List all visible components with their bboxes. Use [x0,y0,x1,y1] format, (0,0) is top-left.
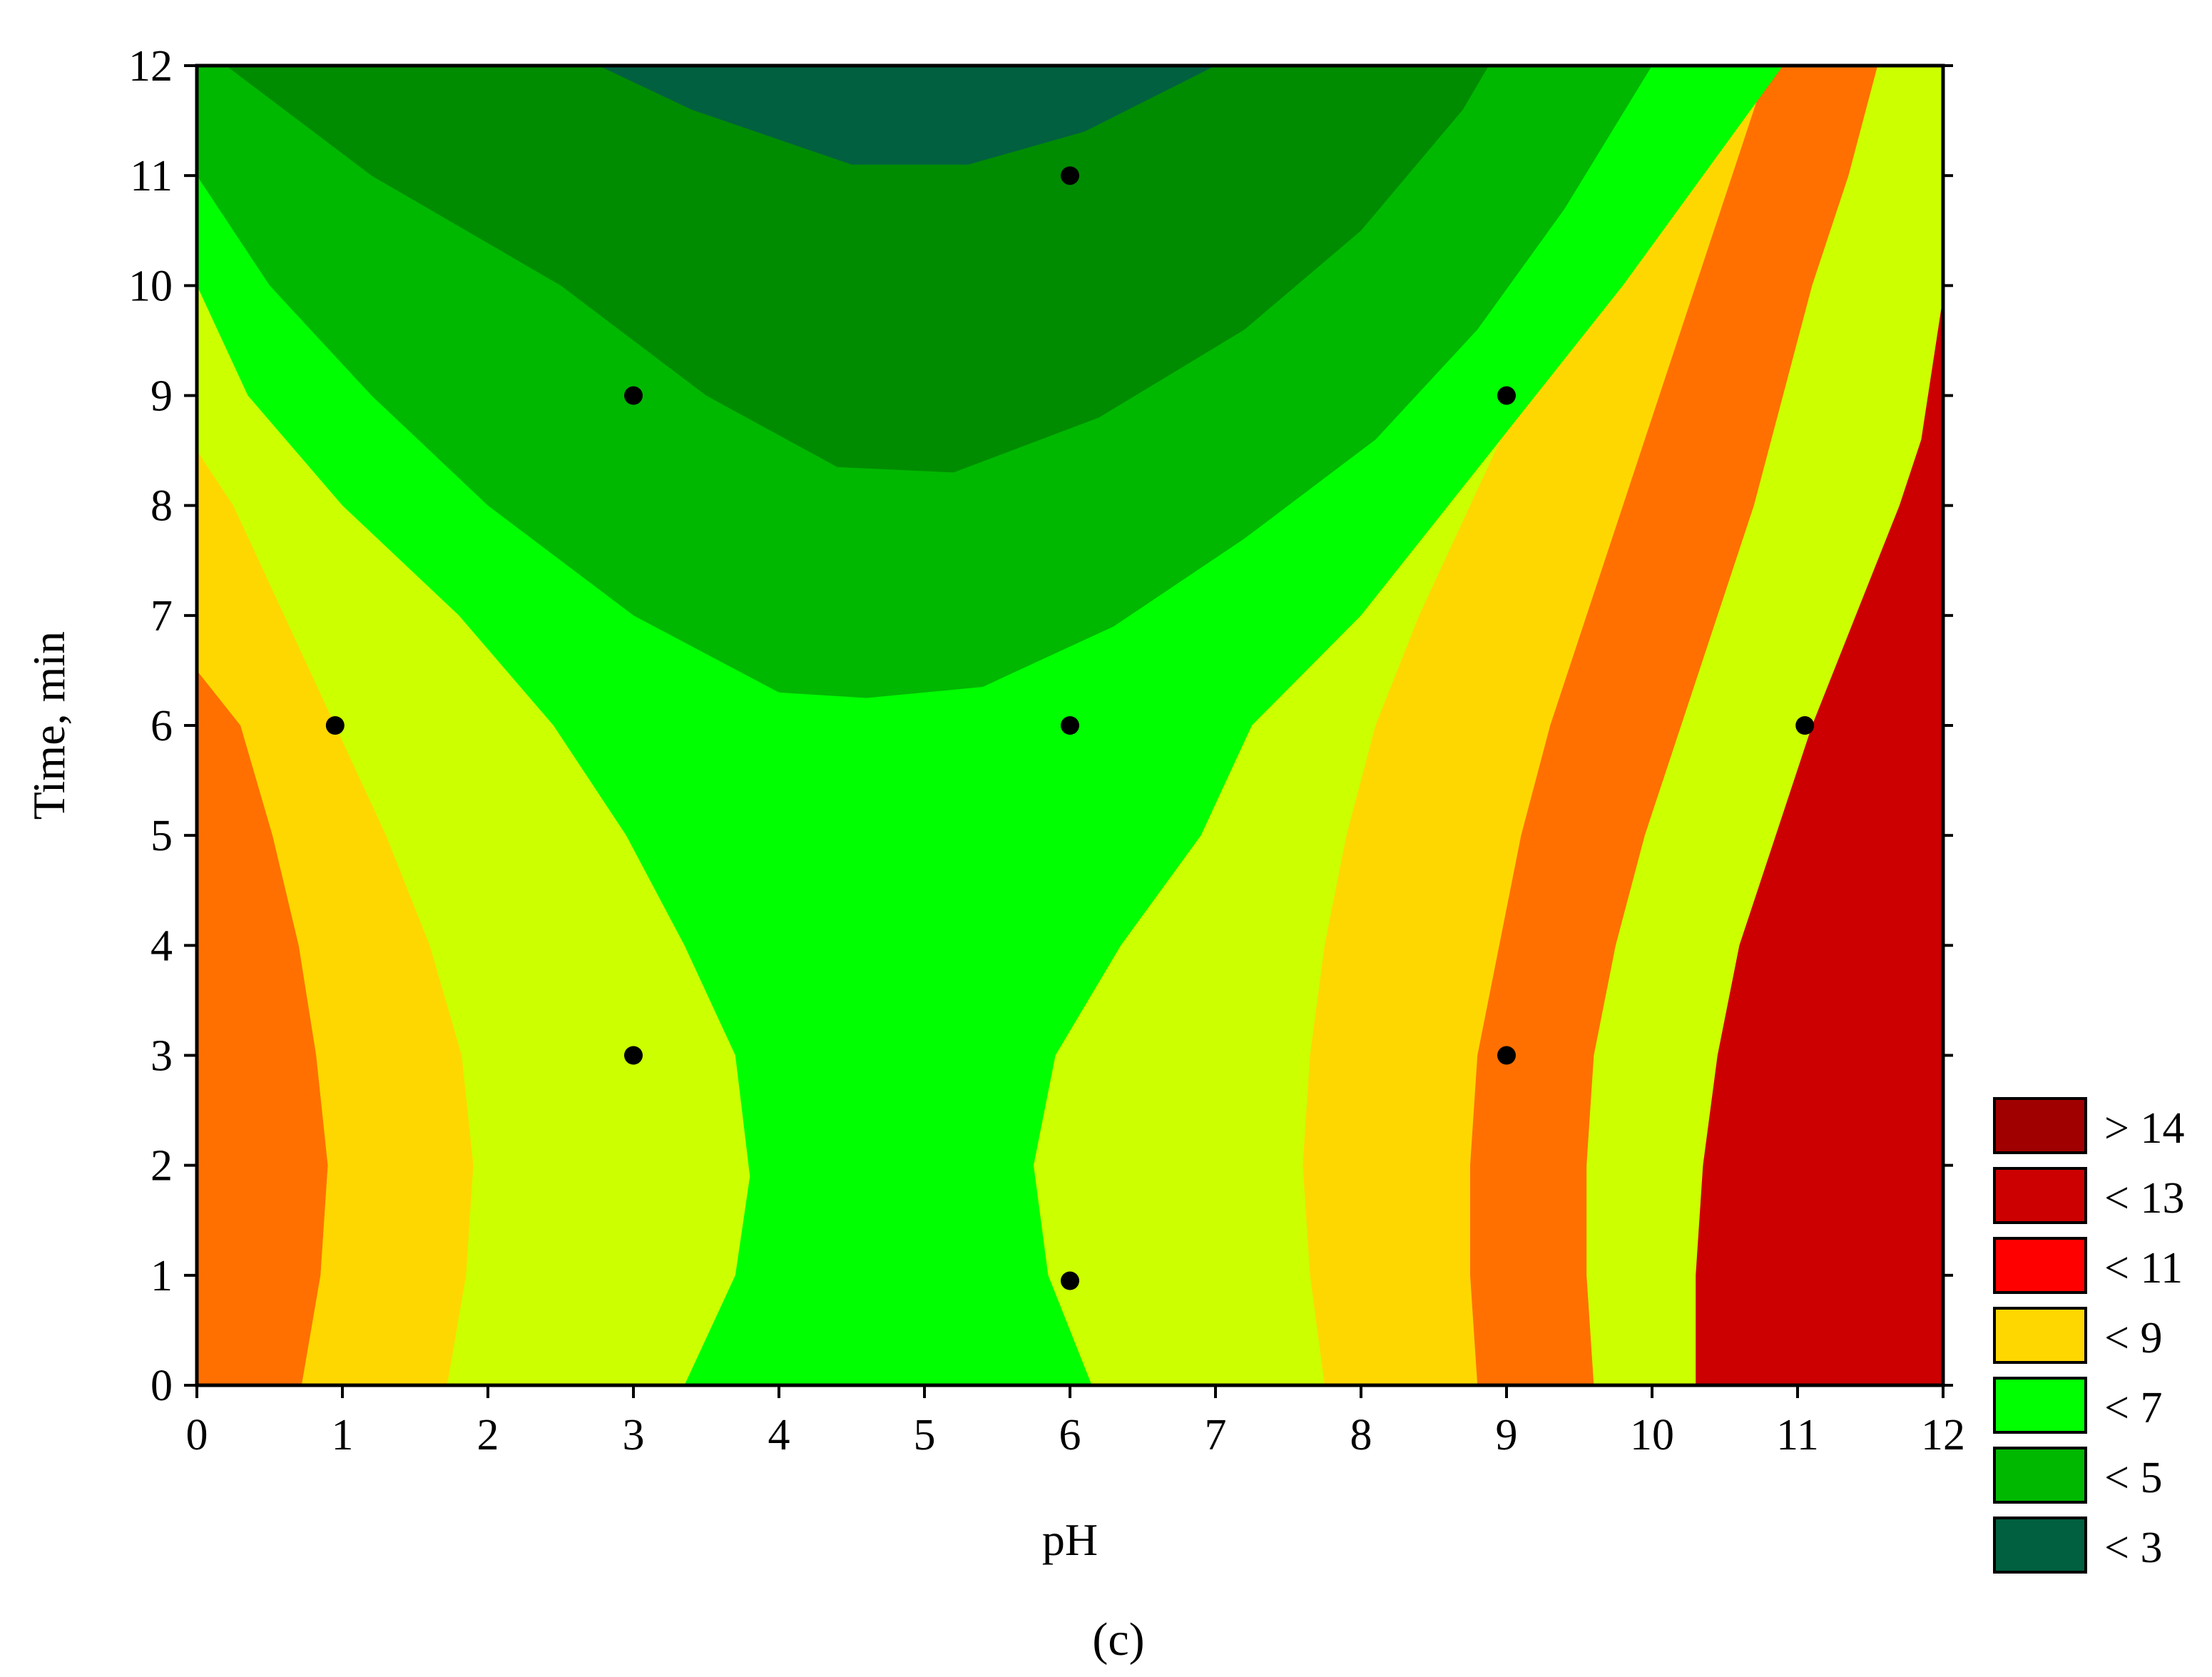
legend-label: < 5 [2104,1454,2162,1502]
x-tick-label: 7 [1205,1411,1227,1459]
design-points [325,166,1815,1290]
legend-swatch [1993,1167,2087,1224]
y-tick-label: 4 [151,922,173,970]
x-tick-label: 4 [768,1411,790,1459]
x-axis-title: pH [1042,1514,1098,1565]
y-tick-label: 8 [151,482,173,531]
y-tick-label: 11 [130,152,173,200]
x-tick-label: 1 [332,1411,354,1459]
band-left-lt9a-edge [197,285,750,1385]
design-point [1497,1046,1516,1065]
y-tick-label: 1 [151,1252,173,1300]
legend-swatch [1993,1237,2087,1294]
band-lt3 [598,66,1215,165]
legend-swatch [1993,1377,2087,1434]
x-axis: 0 1 2 3 4 5 6 7 8 9 10 11 12 [186,1385,1965,1459]
legend-label: < 9 [2104,1314,2162,1362]
caption: (c) [1092,1614,1144,1666]
x-tick-label: 0 [186,1411,208,1459]
x-tick-label: 9 [1496,1411,1518,1459]
y-axis-title: Time, min [24,631,74,820]
x-tick-label: 5 [914,1411,936,1459]
legend-swatch [1993,1307,2087,1364]
y-tick-label: 5 [151,812,173,860]
y-tick-label: 12 [128,42,173,91]
design-point [1061,716,1079,735]
legend-swatch [1993,1097,2087,1154]
band-left-lt11-edge [197,670,328,1385]
x-tick-label: 3 [623,1411,645,1459]
x-tick-label: 11 [1776,1411,1819,1459]
design-point [325,716,345,735]
design-point [1061,166,1079,185]
design-point [1061,1271,1079,1290]
y-tick-label: 7 [151,592,173,641]
legend-label: < 13 [2104,1174,2184,1223]
y-tick-label: 9 [151,372,173,421]
legend-label: > 14 [2104,1104,2184,1153]
legend-label: < 3 [2104,1524,2162,1572]
band-right-lt13b [1696,296,1943,1385]
x-tick-label: 12 [1921,1411,1965,1459]
y-tick-label: 0 [151,1362,173,1410]
legend: > 14 < 13 < 11 < 9 < 7 < 5 < 3 [1993,1097,2184,1574]
design-point [624,386,643,405]
x-tick-label: 2 [477,1411,499,1459]
band-left-lt9b-edge [197,450,474,1385]
legend-swatch [1993,1517,2087,1574]
design-point [1497,386,1516,405]
legend-label: < 11 [2104,1244,2183,1293]
y-tick-label: 2 [151,1142,173,1191]
contour-bands [197,66,1943,1385]
legend-label: < 7 [2104,1384,2162,1432]
legend-swatch [1993,1447,2087,1504]
design-point [624,1046,643,1065]
x-tick-label: 8 [1350,1411,1372,1459]
y-tick-label: 10 [128,262,173,310]
y-tick-label: 3 [151,1032,173,1081]
design-point [1795,716,1815,735]
y-tick-label: 6 [151,702,173,750]
x-tick-label: 10 [1630,1411,1674,1459]
x-tick-label: 6 [1059,1411,1081,1459]
